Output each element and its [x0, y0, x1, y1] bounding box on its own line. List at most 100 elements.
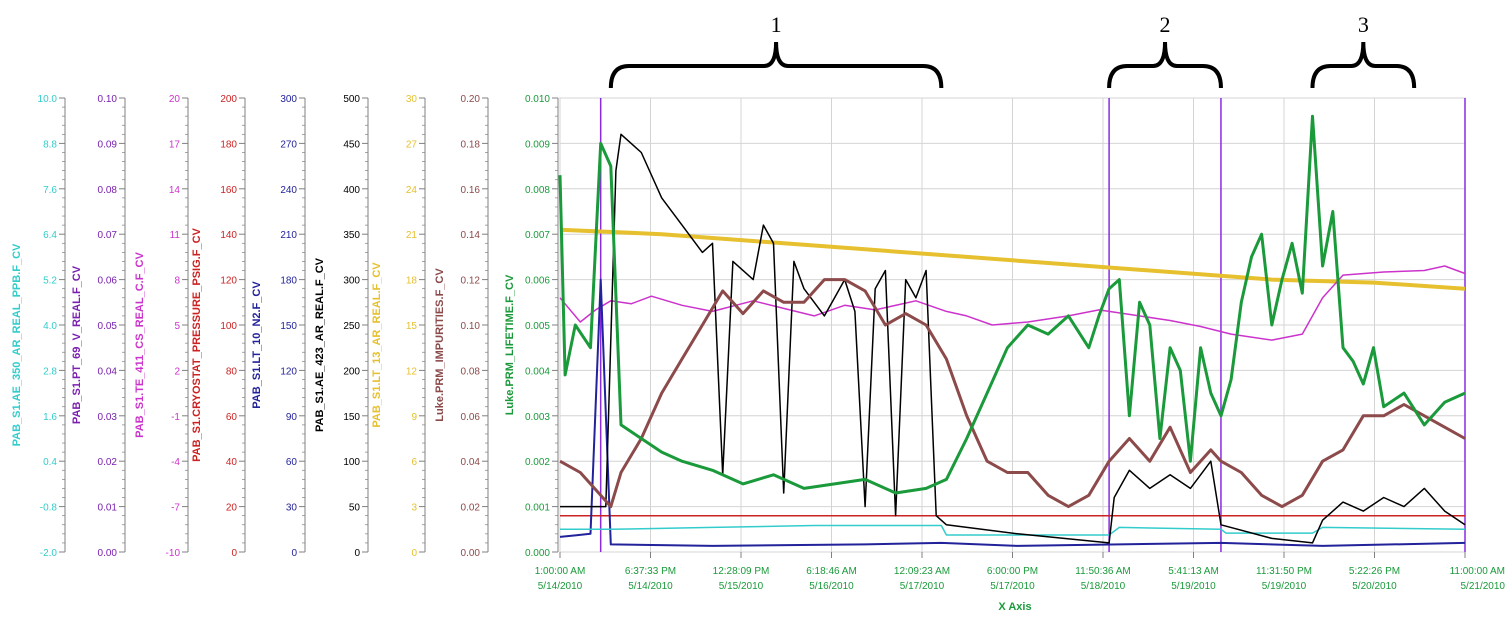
x-tick-label-date: 5/14/2010: [628, 581, 673, 592]
y-tick-label: 200: [343, 366, 360, 377]
y-tick-label: 5: [174, 321, 180, 332]
y-tick-label: 4.0: [43, 321, 57, 332]
y-tick-label: 500: [343, 94, 360, 105]
y-tick-label: 3: [411, 503, 417, 514]
y-tick-label: 160: [220, 185, 237, 196]
y-tick-label: 0.05: [98, 321, 118, 332]
y-tick-label: 300: [343, 276, 360, 287]
y-tick-label: 0.04: [98, 366, 118, 377]
y-tick-label: 2.8: [43, 366, 57, 377]
y-tick-label: -0.8: [40, 503, 58, 514]
y-tick-label: 150: [343, 412, 360, 423]
x-tick-label-time: 5:22:26 PM: [1349, 566, 1400, 577]
y-tick-label: 21: [406, 230, 418, 241]
y-tick-label: 50: [349, 503, 361, 514]
annotation-label: 3: [1358, 12, 1369, 37]
x-tick-label-date: 5/21/2010: [1461, 581, 1506, 592]
y-tick-label: 0.008: [525, 185, 550, 196]
y-tick-label: 9: [411, 412, 417, 423]
x-tick-label-time: 6:00:00 PM: [987, 566, 1038, 577]
y-tick-label: 0.07: [98, 230, 118, 241]
y-tick-label: 0.002: [525, 457, 550, 468]
y-tick-label: 5.2: [43, 276, 57, 287]
y-tick-label: -7: [171, 503, 180, 514]
y-tick-label: 60: [286, 457, 298, 468]
y-tick-label: 8.8: [43, 139, 57, 150]
y-tick-label: 20: [226, 503, 238, 514]
y-tick-label: -1: [171, 412, 180, 423]
x-tick-label-time: 11:31:50 PM: [1256, 566, 1312, 577]
y-tick-label: 120: [280, 366, 297, 377]
y-axis-title: PAB_S1.LT_13_AR_REAL.F_CV: [371, 262, 383, 428]
x-tick-label-date: 5/14/2010: [538, 581, 583, 592]
y-tick-label: 0.09: [98, 139, 118, 150]
y-tick-label: 0.007: [525, 230, 550, 241]
y-tick-label: 10.0: [38, 94, 58, 105]
y-tick-label: 17: [169, 139, 181, 150]
y-tick-label: 6.4: [43, 230, 57, 241]
y-tick-label: 0.001: [525, 503, 550, 514]
x-tick-label-time: 6:37:33 PM: [625, 566, 676, 577]
annotation-label: 1: [771, 12, 782, 37]
y-tick-label: 7.6: [43, 185, 57, 196]
y-tick-label: 80: [226, 366, 238, 377]
x-tick-label-date: 5/19/2010: [1171, 581, 1216, 592]
y-tick-label: 0.20: [461, 94, 481, 105]
x-tick-label-time: 6:18:46 AM: [806, 566, 857, 577]
y-tick-label: 0.006: [525, 276, 550, 287]
y-tick-label: 1.6: [43, 412, 57, 423]
y-tick-label: 11: [170, 230, 181, 241]
y-tick-label: 0.01: [98, 503, 118, 514]
y-axis-title: PAB_S1.CRYOSTAT_PRESSURE_PSIG.F_CV: [191, 227, 203, 461]
y-tick-label: 350: [343, 230, 360, 241]
y-tick-label: 18: [406, 276, 418, 287]
y-tick-label: 0.02: [461, 503, 481, 514]
x-tick-label-date: 5/17/2010: [990, 581, 1035, 592]
y-tick-label: 40: [226, 457, 238, 468]
x-tick-label-time: 11:00:00 AM: [1450, 566, 1505, 577]
y-tick-label: 250: [343, 321, 360, 332]
y-tick-label: 0.18: [461, 139, 481, 150]
y-tick-label: 120: [220, 276, 237, 287]
series-group: [558, 114, 1466, 547]
y-tick-label: 0.08: [98, 185, 118, 196]
annotation-bracket: [1107, 41, 1223, 89]
y-tick-label: 20: [169, 94, 181, 105]
y-tick-label: 30: [406, 94, 418, 105]
y-tick-label: 0.16: [461, 185, 481, 196]
y-tick-label: 0: [231, 548, 237, 559]
series-line: [559, 278, 1466, 509]
y-tick-label: 0.009: [525, 139, 550, 150]
y-tick-label: 90: [286, 412, 298, 423]
x-tick-label-time: 5:41:13 AM: [1168, 566, 1219, 577]
y-tick-label: 0.000: [525, 548, 550, 559]
y-axes-group: 10.0 8.8 7.6 6.4 5.2 4.0 2.8 1.6 0.4 -0.8 -2.0 PAB_…: [11, 94, 559, 559]
series-line: [559, 265, 1466, 341]
y-tick-label: 0.4: [43, 457, 57, 468]
y-tick-label: 0.04: [461, 457, 481, 468]
y-tick-label: 8: [174, 276, 180, 287]
y-tick-label: 240: [280, 185, 297, 196]
y-tick-label: 2: [174, 366, 180, 377]
x-tick-label-date: 5/16/2010: [809, 581, 854, 592]
series-line: [560, 524, 1466, 536]
y-tick-label: 200: [220, 94, 237, 105]
y-tick-label: 0.08: [461, 366, 481, 377]
x-tick-label-date: 5/20/2010: [1352, 581, 1397, 592]
x-tick-label-time: 1:00:00 AM: [535, 566, 586, 577]
y-tick-label: -4: [171, 457, 180, 468]
x-axis-group: 1:00:00 AM 5/14/2010 6:37:33 PM 5/14/2010 12…: [535, 552, 1506, 592]
y-tick-label: -2.0: [40, 548, 58, 559]
y-tick-label: 0.14: [461, 230, 481, 241]
x-tick-label-time: 12:09:23 AM: [894, 566, 950, 577]
y-tick-label: 0.12: [461, 276, 481, 287]
x-tick-label-date: 5/17/2010: [900, 581, 945, 592]
y-axis-title: Luke.PRM_IMPURITIES.F_CV: [434, 268, 446, 422]
y-tick-label: 210: [280, 230, 297, 241]
y-tick-label: 27: [406, 139, 418, 150]
y-tick-label: 100: [220, 321, 237, 332]
y-tick-label: 15: [406, 321, 418, 332]
x-tick-label-date: 5/19/2010: [1262, 581, 1307, 592]
annotation-label: 2: [1160, 12, 1171, 37]
